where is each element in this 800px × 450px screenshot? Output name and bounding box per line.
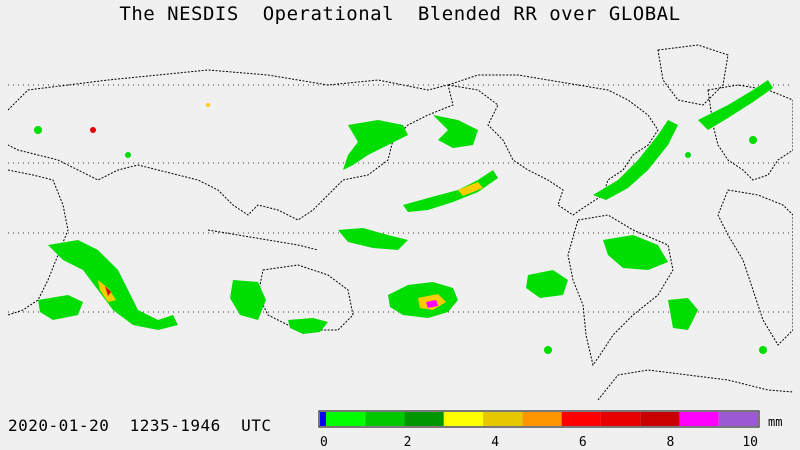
precip-south-atlantic bbox=[668, 298, 698, 330]
colorbar-tick-label: 0 bbox=[320, 435, 328, 450]
coastlines bbox=[8, 44, 793, 400]
colorbar-tick-label: 10 bbox=[742, 435, 758, 450]
coastline-greenland bbox=[657, 44, 729, 106]
precip-south-indian bbox=[38, 295, 83, 320]
precip-southern-ocean bbox=[526, 270, 568, 298]
coastline-africa-east bbox=[717, 189, 793, 346]
colorbar-swatch bbox=[320, 412, 326, 426]
latitude-gridlines bbox=[8, 84, 793, 313]
timestamp-date: 2020-01-20 bbox=[8, 416, 110, 435]
colorbar-tick-label: 2 bbox=[404, 435, 412, 450]
colorbar-tick-labels: 0 2 4 6 8 10 bbox=[320, 435, 758, 450]
colorbar-swatch bbox=[718, 412, 758, 426]
colorbar-swatch bbox=[640, 412, 680, 426]
precip-cell-3 bbox=[34, 126, 42, 134]
colorbar-swatch bbox=[483, 412, 523, 426]
colorbar-tick-label: 4 bbox=[491, 435, 499, 450]
coastline-antarctica bbox=[597, 369, 793, 400]
timestamp: 2020-01-20 1235-1946 UTC bbox=[8, 416, 271, 435]
timestamp-tz: UTC bbox=[241, 416, 272, 435]
precip-spcz-storm-extreme bbox=[426, 300, 438, 308]
precip-cell-1 bbox=[90, 127, 96, 133]
precip-cell-2 bbox=[206, 103, 210, 107]
precip-cell-7 bbox=[759, 346, 767, 354]
coastline-australia bbox=[257, 264, 354, 331]
precip-cell-6 bbox=[749, 136, 757, 144]
coastline-indonesia bbox=[207, 229, 319, 251]
colorbar-swatch bbox=[365, 412, 405, 426]
colorbar-swatch bbox=[404, 412, 444, 426]
precip-north-pacific-1 bbox=[343, 120, 408, 170]
colorbar-swatches bbox=[320, 412, 758, 426]
colorbar-swatch bbox=[443, 412, 484, 426]
precip-itcz-central bbox=[338, 228, 408, 250]
precip-north-pacific-2 bbox=[433, 115, 478, 148]
colorbar-frame bbox=[318, 410, 760, 428]
precip-cell-8 bbox=[544, 346, 552, 354]
precip-itcz-west bbox=[48, 240, 178, 330]
precipitation-areas bbox=[34, 80, 773, 354]
precip-africa-south bbox=[230, 280, 266, 320]
precipitation-map bbox=[8, 44, 793, 400]
precip-south-america bbox=[603, 235, 668, 270]
colorbar-tick-label: 8 bbox=[666, 435, 674, 450]
coastline-north-america bbox=[447, 74, 659, 216]
precip-australia bbox=[288, 318, 328, 334]
precip-north-atlantic bbox=[593, 120, 678, 200]
colorbar-swatch bbox=[600, 412, 641, 426]
color-legend: mm 0 2 4 6 8 10 bbox=[318, 410, 782, 450]
legend-unit: mm bbox=[768, 415, 782, 429]
colorbar-swatch bbox=[326, 412, 366, 426]
coastline-eurasia bbox=[8, 69, 454, 221]
map-title: The NESDIS Operational Blended RR over G… bbox=[119, 3, 681, 25]
coastline-africa bbox=[8, 169, 69, 316]
colorbar-swatch bbox=[679, 412, 719, 426]
colorbar-swatch bbox=[522, 412, 562, 426]
timestamp-time-range: 1235-1946 bbox=[129, 416, 221, 435]
colorbar-tick-label: 6 bbox=[579, 435, 587, 450]
colorbar-swatch bbox=[561, 412, 601, 426]
precip-cell-5 bbox=[685, 152, 691, 158]
precip-north-pacific-band bbox=[403, 170, 498, 212]
precip-north-pacific-core bbox=[458, 182, 483, 196]
precip-cell-4 bbox=[125, 152, 131, 158]
precip-north-atlantic-2 bbox=[698, 80, 773, 130]
precip-itcz-west-red bbox=[105, 286, 111, 296]
